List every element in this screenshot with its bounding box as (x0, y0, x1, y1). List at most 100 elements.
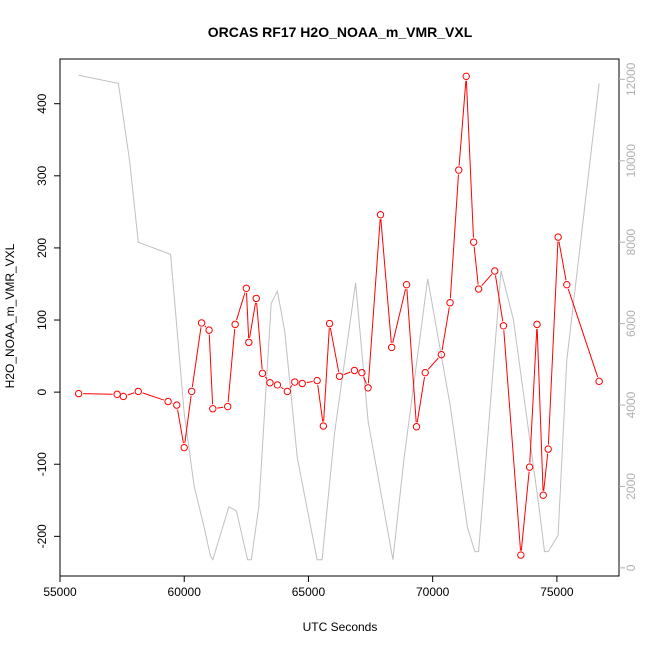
data-point (209, 405, 217, 413)
series-segment (380, 219, 392, 343)
data-point (224, 402, 232, 411)
series-segment (503, 330, 522, 551)
series-segment (264, 376, 268, 380)
data-point (283, 387, 292, 396)
series-segment (289, 385, 293, 389)
series-segment (256, 302, 263, 369)
data-point (376, 211, 385, 219)
series-segment (343, 371, 351, 376)
series-segment (184, 395, 192, 444)
x-axis: 55000 60000 65000 70000 75000 (43, 576, 574, 599)
series-segment (536, 328, 544, 491)
series-segment (127, 392, 135, 396)
data-point (469, 238, 478, 246)
y-tick-label: 0 (35, 388, 49, 395)
data-point (491, 267, 499, 275)
series-segment (246, 292, 250, 338)
series-segment (543, 453, 549, 491)
y2-tick-label: 0 (624, 564, 638, 571)
y2-tick-label: 2000 (624, 473, 638, 500)
data-point (298, 379, 306, 388)
series-segment (416, 377, 425, 423)
data-point (350, 366, 359, 375)
series-segment (142, 392, 164, 401)
series-segment (227, 328, 236, 403)
x-tick-label: 55000 (43, 585, 77, 599)
series-segment (427, 357, 439, 370)
data-point (387, 343, 396, 352)
series-segment (520, 471, 530, 551)
series-segment (329, 327, 340, 372)
series-segment (177, 409, 184, 444)
series-layer (74, 72, 603, 561)
x-tick-label: 60000 (168, 585, 202, 599)
data-point (595, 377, 603, 386)
y2-tick-label: 12000 (624, 62, 638, 96)
series-segment (473, 246, 479, 285)
y-tick-label: 300 (35, 165, 49, 185)
series-segment (441, 307, 450, 351)
series-segment (204, 325, 207, 328)
data-point (455, 166, 463, 174)
data-point (180, 443, 188, 452)
series-segment (317, 384, 324, 422)
series-segment (367, 219, 381, 384)
series-segment (236, 292, 246, 321)
data-point (437, 350, 446, 359)
data-point (134, 387, 142, 396)
series-line-secondary (78, 74, 600, 561)
data-point (319, 422, 328, 430)
series-segment (465, 80, 474, 238)
y-tick-label: 200 (35, 238, 49, 258)
data-point (231, 320, 239, 329)
series-segment (323, 328, 330, 422)
data-point (358, 368, 366, 377)
data-point (266, 379, 274, 387)
y2-tick-label: 6000 (624, 310, 638, 337)
data-point (544, 445, 552, 453)
data-point (554, 233, 562, 241)
y2-tick-label: 8000 (624, 229, 638, 256)
data-point (364, 384, 372, 392)
data-point (462, 72, 470, 81)
series-segment (547, 241, 559, 445)
data-point (313, 376, 321, 385)
y-tick-label: 400 (35, 93, 49, 113)
data-point (173, 401, 181, 409)
y-axis-left: -200 -100 0 100 200 300 400 (35, 93, 60, 548)
y-tick-label: -100 (35, 452, 49, 476)
series-segment (249, 302, 257, 339)
x-axis-label: UTC Seconds (303, 620, 378, 634)
series-segment (208, 334, 214, 405)
data-point (205, 326, 213, 334)
data-point (421, 368, 429, 377)
series-segment (567, 288, 599, 378)
data-point (242, 284, 251, 292)
series-segment (392, 288, 407, 344)
data-point (517, 551, 525, 559)
y2-tick-label: 4000 (624, 391, 638, 418)
data-point (563, 280, 571, 289)
series-segment (449, 174, 459, 299)
data-point (273, 381, 282, 389)
data-point (187, 387, 196, 396)
x-tick-label: 65000 (292, 585, 326, 599)
chart-title: ORCAS RF17 H2O_NOAA_m_VMR_VXL (208, 24, 473, 40)
data-point (74, 389, 83, 398)
y-axis-label: H2O_NOAA_m_VMR_VXL (3, 243, 17, 388)
y2-tick-label: 10000 (624, 144, 638, 178)
series-segment (406, 289, 417, 423)
data-point (335, 372, 344, 380)
data-point (533, 320, 541, 329)
y-axis-right: 0 2000 4000 6000 8000 10000 12000 (619, 62, 638, 571)
series-segment (494, 275, 504, 322)
series-segment (529, 328, 538, 463)
data-point (119, 392, 128, 401)
series-segment (280, 386, 284, 390)
series-segment (458, 80, 467, 166)
plot-frame (59, 58, 620, 577)
data-point (499, 322, 508, 330)
x-tick-label: 75000 (540, 585, 574, 599)
y-tick-label: -200 (35, 524, 49, 548)
